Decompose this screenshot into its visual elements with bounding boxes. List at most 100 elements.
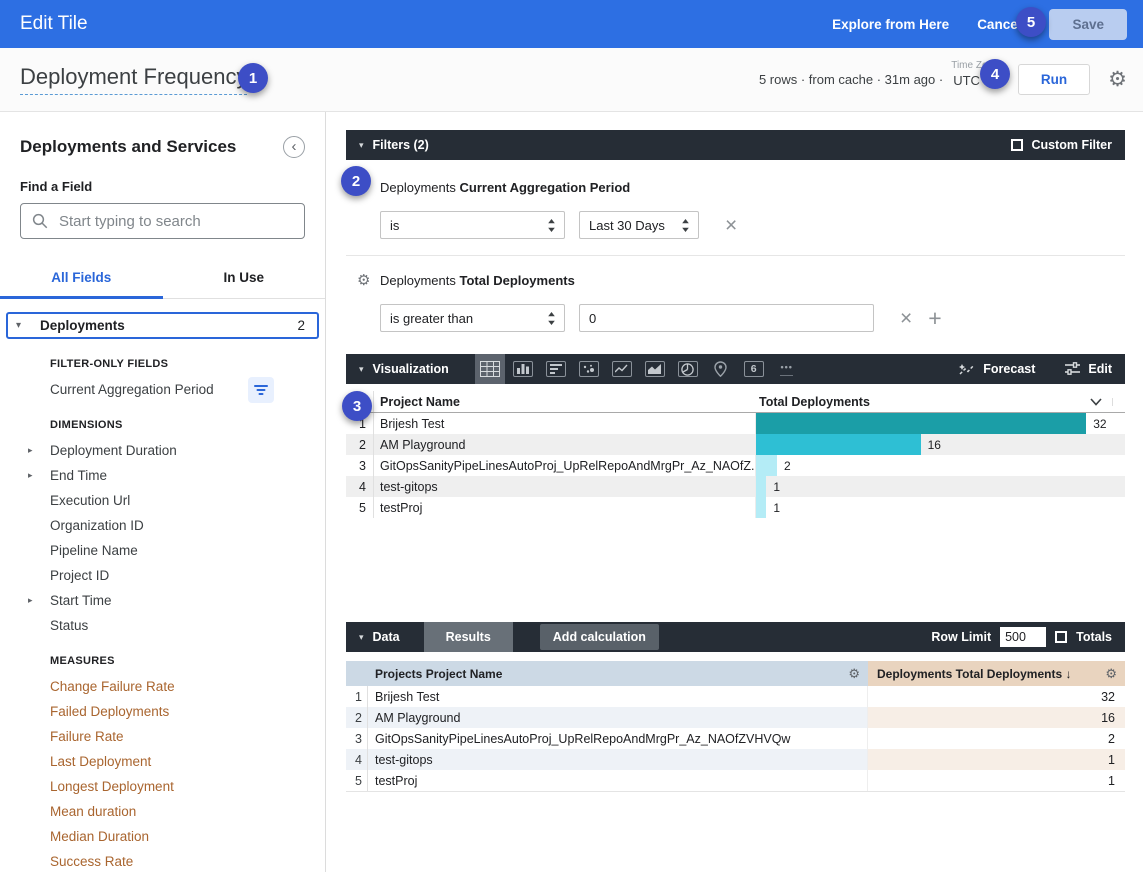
- map-pin-icon[interactable]: [706, 354, 736, 384]
- dimension-field-item[interactable]: ▸ Organization ID: [50, 518, 144, 533]
- measure-field-item[interactable]: ▸ Median Duration: [50, 829, 150, 844]
- dimension-field-item[interactable]: ▸ Status: [50, 618, 89, 633]
- cancel-link[interactable]: Cancel: [977, 16, 1022, 32]
- deployment-bar[interactable]: [756, 413, 1087, 434]
- column-gear-icon[interactable]: ⚙: [848, 665, 860, 681]
- viz-table-row[interactable]: 1 Brijesh Test 32: [346, 413, 1125, 434]
- custom-filter-checkbox[interactable]: [1011, 139, 1024, 151]
- row-limit-input[interactable]: [1000, 627, 1047, 647]
- timezone-value[interactable]: Time Zone UTC: [951, 60, 999, 88]
- more-options-icon[interactable]: •••: [772, 354, 802, 384]
- viz-col-total-deployments[interactable]: Total Deployments: [759, 394, 870, 409]
- query-settings-gear-icon[interactable]: ⚙: [1108, 68, 1127, 91]
- filter-value-input[interactable]: [579, 304, 874, 332]
- measure-field-item[interactable]: ▸ Change Failure Rate: [50, 679, 175, 694]
- viz-table-row[interactable]: 4 test-gitops 1: [346, 476, 1125, 497]
- project-name-cell[interactable]: GitOpsSanityPipeLinesAutoProj_UpRelRepoA…: [368, 728, 868, 749]
- remove-filter-icon[interactable]: ×: [725, 213, 738, 237]
- project-name-cell[interactable]: testProj: [368, 770, 868, 791]
- deployment-bar[interactable]: [756, 476, 767, 497]
- scatter-plot-icon[interactable]: [574, 354, 604, 384]
- field-search[interactable]: [20, 203, 305, 239]
- data-table-row[interactable]: 4 test-gitops 1: [346, 749, 1125, 770]
- measure-field-item[interactable]: ▸ Last Deployment: [50, 754, 152, 769]
- dimension-field-item[interactable]: ▸ Start Time: [28, 593, 112, 608]
- project-name-cell[interactable]: GitOpsSanityPipeLinesAutoProj_UpRelRepoA…: [380, 458, 755, 473]
- project-name-cell[interactable]: test-gitops: [368, 749, 868, 770]
- remove-filter-icon[interactable]: ×: [900, 306, 913, 330]
- save-button[interactable]: Save: [1049, 8, 1127, 40]
- collapse-caret-icon[interactable]: ▾: [359, 631, 364, 642]
- single-value-icon[interactable]: 6: [739, 354, 769, 384]
- project-name-cell[interactable]: Brijesh Test: [368, 686, 868, 707]
- visualization-section-bar[interactable]: ▾ Visualization: [346, 354, 1125, 384]
- field-search-input[interactable]: [59, 212, 294, 230]
- tab-all-fields[interactable]: All Fields: [0, 259, 163, 299]
- totals-checkbox[interactable]: [1055, 631, 1068, 643]
- filters-section-bar[interactable]: ▾ Filters (2) Custom Filter: [346, 130, 1125, 160]
- bar-chart-icon[interactable]: [541, 354, 571, 384]
- tab-in-use[interactable]: In Use: [223, 270, 264, 285]
- deployment-bar[interactable]: [756, 455, 778, 476]
- run-button[interactable]: Run: [1017, 64, 1091, 95]
- add-filter-icon[interactable]: +: [928, 304, 942, 331]
- project-name-cell[interactable]: AM Playground: [380, 437, 466, 452]
- data-table-row[interactable]: 5 testProj 1: [346, 770, 1125, 791]
- deployment-bar[interactable]: [756, 497, 767, 518]
- filter-icon[interactable]: [248, 376, 274, 403]
- dimension-field-item[interactable]: ▸ Deployment Duration: [28, 443, 177, 458]
- filter-operator-select[interactable]: is greater than: [380, 304, 565, 332]
- column-gear-icon[interactable]: ⚙: [1105, 665, 1117, 681]
- deployment-bar[interactable]: [756, 434, 921, 455]
- dimension-field-item[interactable]: ▸ Execution Url: [50, 493, 131, 508]
- table-icon[interactable]: [474, 354, 505, 384]
- total-deployments-cell[interactable]: 2: [1108, 731, 1115, 746]
- edit-viz-button[interactable]: Edit: [1065, 362, 1112, 376]
- collapse-caret-icon[interactable]: ▾: [359, 363, 364, 374]
- line-chart-icon[interactable]: [607, 354, 637, 384]
- viz-table-row[interactable]: 3 GitOpsSanityPipeLinesAutoProj_UpRelRep…: [346, 455, 1125, 476]
- explore-from-here-link[interactable]: Explore from Here: [832, 16, 950, 32]
- pie-chart-icon[interactable]: [673, 354, 703, 384]
- viz-table-row[interactable]: 5 testProj 1: [346, 497, 1125, 518]
- add-calculation-button[interactable]: Add calculation: [539, 624, 659, 650]
- column-menu-chevron-icon[interactable]: [1090, 397, 1113, 406]
- area-chart-icon[interactable]: [640, 354, 670, 384]
- project-name-cell[interactable]: AM Playground: [368, 707, 868, 728]
- filter-value-select[interactable]: Last 30 Days: [579, 211, 699, 239]
- measure-field-item[interactable]: ▸ Mean duration: [50, 804, 137, 819]
- sort-descending-arrow[interactable]: ↓: [1065, 666, 1072, 681]
- collapse-caret-icon[interactable]: ▾: [359, 139, 364, 150]
- results-tab[interactable]: Results: [423, 622, 513, 652]
- measure-field-item[interactable]: ▸ Failed Deployments: [50, 704, 170, 719]
- field-item[interactable]: ▸ Current Aggregation Period: [0, 376, 325, 403]
- dimension-field-item[interactable]: ▸ Pipeline Name: [50, 543, 138, 558]
- viz-table-row[interactable]: 2 AM Playground 16: [346, 434, 1125, 455]
- project-name-cell[interactable]: test-gitops: [380, 479, 438, 494]
- data-section-bar[interactable]: ▾ Data Results Add calculation Row Limit…: [346, 622, 1125, 652]
- measure-field-item[interactable]: ▸ Longest Deployment: [50, 779, 174, 794]
- collapse-sidebar-icon[interactable]: ‹: [283, 136, 305, 158]
- data-table-row[interactable]: 1 Brijesh Test 32: [346, 686, 1125, 707]
- data-table-row[interactable]: 2 AM Playground 16: [346, 707, 1125, 728]
- data-table-row[interactable]: 3 GitOpsSanityPipeLinesAutoProj_UpRelRep…: [346, 728, 1125, 749]
- dimension-field-item[interactable]: ▸ End Time: [28, 468, 108, 483]
- measure-field-item[interactable]: ▸ Success Rate: [50, 854, 134, 869]
- total-deployments-cell[interactable]: 1: [1108, 773, 1115, 788]
- project-name-cell[interactable]: Brijesh Test: [380, 416, 445, 431]
- total-deployments-cell[interactable]: 32: [1101, 689, 1115, 704]
- deployments-group-row[interactable]: ▾ Deployments 2: [6, 312, 319, 339]
- total-deployments-cell[interactable]: 16: [868, 707, 1125, 728]
- total-deployments-cell[interactable]: 1: [868, 749, 1125, 770]
- dimension-field-item[interactable]: ▸ Project ID: [50, 568, 110, 583]
- viz-col-project-name[interactable]: Project Name: [380, 394, 460, 409]
- project-name-cell[interactable]: testProj: [380, 500, 423, 515]
- filter-settings-gear-icon[interactable]: ⚙: [357, 272, 371, 289]
- filter-operator-select[interactable]: is: [380, 211, 565, 239]
- forecast-button[interactable]: Forecast: [959, 362, 1035, 376]
- measure-field-item[interactable]: ▸ Failure Rate: [50, 729, 124, 744]
- data-col-project-name[interactable]: Projects Project Name ⚙: [368, 661, 868, 686]
- column-chart-icon[interactable]: [508, 354, 538, 384]
- data-col-total-deployments[interactable]: Deployments Total Deployments ↓ ⚙: [868, 661, 1125, 686]
- tile-title[interactable]: Deployment Frequency: [20, 64, 248, 95]
